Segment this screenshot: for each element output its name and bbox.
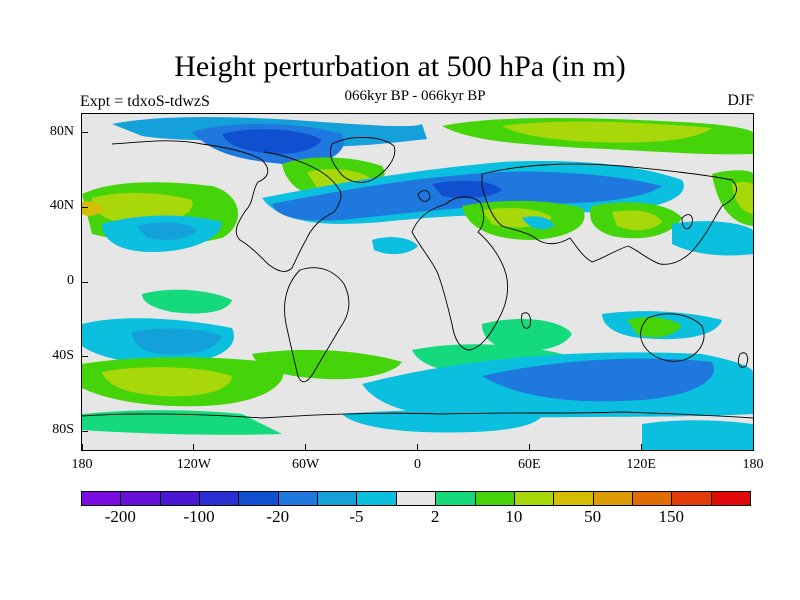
y-tick-mark — [82, 132, 88, 134]
y-tick-label: 40S — [52, 347, 74, 363]
contour-yellow-eastedge — [732, 181, 753, 214]
contour-lightblue-spacific — [132, 328, 222, 355]
colorbar-label: -20 — [266, 507, 290, 526]
y-tick-mark — [82, 281, 88, 283]
height-contours — [82, 117, 753, 450]
contour-cyan-indian — [522, 216, 554, 230]
contour-darkerblue-arctic — [222, 129, 322, 154]
colorbar-label: -100 — [183, 507, 215, 526]
colorbar-label: -5 — [349, 507, 364, 526]
contour-cyan-antarctic — [342, 410, 542, 433]
contour-blue-npacific — [137, 222, 197, 240]
coast-asia — [481, 163, 737, 265]
colorbar-label: 10 — [505, 507, 523, 526]
coast-madagascar — [521, 312, 531, 329]
contour-orange-npacific — [82, 201, 104, 217]
y-tick-label: 80S — [52, 422, 74, 438]
colorbar-label: 50 — [584, 507, 602, 526]
colorbar-swatch — [395, 491, 437, 506]
colorbar-swatch — [159, 491, 201, 506]
colorbar-label: 2 — [430, 507, 440, 526]
colorbar-swatch — [81, 491, 122, 506]
coast-australia — [640, 313, 705, 362]
coast-north-america — [111, 140, 342, 272]
y-tick-label: 0 — [67, 273, 74, 288]
map-canvas — [82, 117, 753, 450]
colorbar-label: 150 — [658, 507, 685, 526]
colorbar-swatch — [435, 491, 476, 506]
colorbar-swatch — [120, 491, 161, 506]
contour-yellowgreen-arctic-east — [502, 121, 712, 143]
x-tick-mark — [417, 444, 418, 450]
colorbar-swatch — [474, 491, 515, 506]
x-tick-mark — [193, 444, 195, 450]
colorbar-swatch — [631, 491, 673, 506]
x-tick-mark — [752, 444, 754, 450]
colorbar-swatch — [317, 491, 358, 506]
colorbar-swatch — [238, 491, 279, 506]
contour-blue-southern — [482, 358, 714, 402]
y-tick-label: 40N — [49, 198, 74, 214]
coast-greenland — [329, 136, 396, 183]
x-tick-label: 0 — [414, 457, 421, 472]
contour-yellow-eastasia — [612, 210, 662, 231]
coast-japan — [681, 214, 693, 230]
map-title: Height perturbation at 500 hPa (in m) — [174, 50, 626, 83]
y-tick-mark — [82, 356, 88, 358]
colorbar-swatch — [592, 491, 633, 506]
coastlines — [82, 136, 753, 419]
map-plot-area — [81, 113, 754, 451]
x-tick-mark — [305, 444, 307, 450]
coast-europe-africa — [411, 196, 509, 351]
colorbar-swatch — [356, 491, 397, 506]
colorbar-swatch — [513, 491, 555, 506]
y-tick-mark — [82, 206, 88, 208]
colorbar-swatch — [671, 491, 712, 506]
coast-uk — [417, 190, 431, 202]
colorbar-swatch — [710, 491, 751, 506]
contour-green-sindian-west — [482, 319, 572, 351]
colorbar-swatch — [199, 491, 240, 506]
season-label: DJF — [727, 92, 754, 109]
x-tick-label: 120W — [176, 457, 211, 472]
colorbar-label: -200 — [104, 507, 136, 526]
x-tick-mark — [640, 444, 642, 450]
colorbar-swatch — [553, 491, 594, 506]
x-tick-label: 60W — [292, 457, 320, 472]
x-tick-label: 180 — [71, 457, 93, 472]
period-label: 066kyr BP - 066kyr BP — [344, 88, 486, 104]
x-tick-mark — [81, 444, 83, 450]
x-tick-label: 60E — [518, 457, 541, 472]
y-tick-label: 80N — [49, 123, 74, 139]
experiment-label: Expt = tdxoS-tdwzS — [80, 93, 210, 110]
contour-green-satlantic — [252, 349, 402, 380]
x-tick-label: 180 — [742, 457, 764, 472]
contour-cyan-wpacific — [672, 221, 753, 256]
contour-yellow-southpac — [102, 367, 232, 397]
contour-cyan-atlantic — [372, 237, 418, 255]
coast-south-america — [284, 267, 350, 383]
coast-antarctica — [82, 411, 753, 419]
contour-cyan-antarctic-east — [642, 420, 753, 450]
x-tick-label: 120E — [626, 457, 656, 472]
x-tick-mark — [528, 444, 530, 450]
colorbar-swatch — [277, 491, 319, 506]
contour-green-spacific — [142, 289, 232, 314]
coast-new-zealand — [737, 352, 749, 368]
y-tick-mark — [82, 430, 88, 432]
